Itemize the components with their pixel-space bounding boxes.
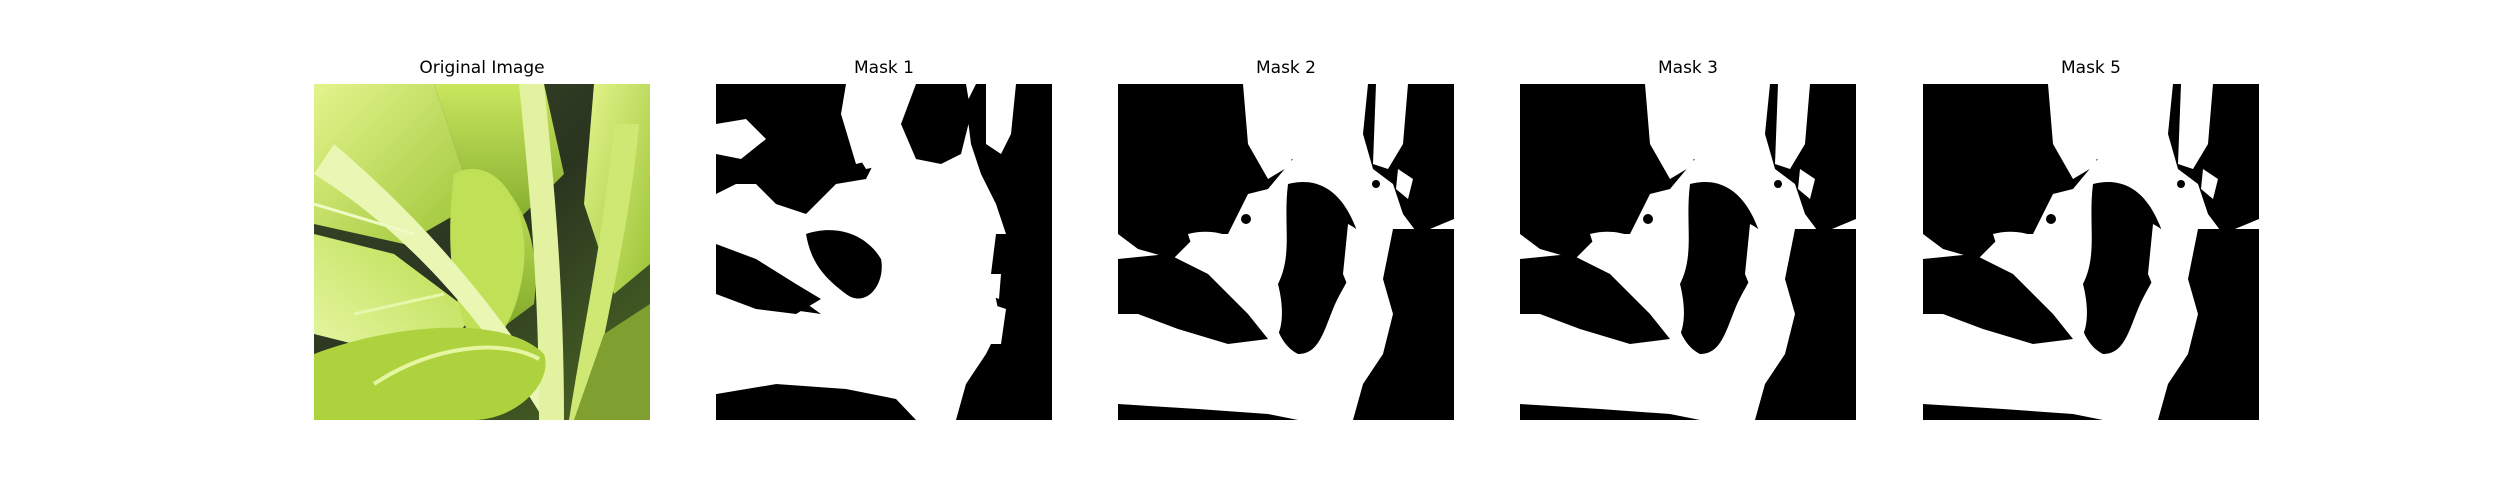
panel-title: Mask 3 xyxy=(1657,58,1718,78)
panel-title: Original Image xyxy=(419,58,545,78)
panel-mask-3: Mask 3 xyxy=(1520,0,1856,500)
mask-image-1 xyxy=(716,84,1052,420)
panel-original-image: Original Image xyxy=(314,0,650,500)
original-photo xyxy=(314,84,650,420)
mask-image-5 xyxy=(1923,84,2259,420)
panel-mask-5: Mask 5 xyxy=(1923,0,2259,500)
panel-title: Mask 1 xyxy=(853,58,914,78)
mask-image-3 xyxy=(1520,84,1856,420)
panel-title: Mask 5 xyxy=(2060,58,2121,78)
panel-title: Mask 2 xyxy=(1255,58,1316,78)
mask-image-2 xyxy=(1118,84,1454,420)
panel-mask-1: Mask 1 xyxy=(716,0,1052,500)
panel-mask-2: Mask 2 xyxy=(1118,0,1454,500)
